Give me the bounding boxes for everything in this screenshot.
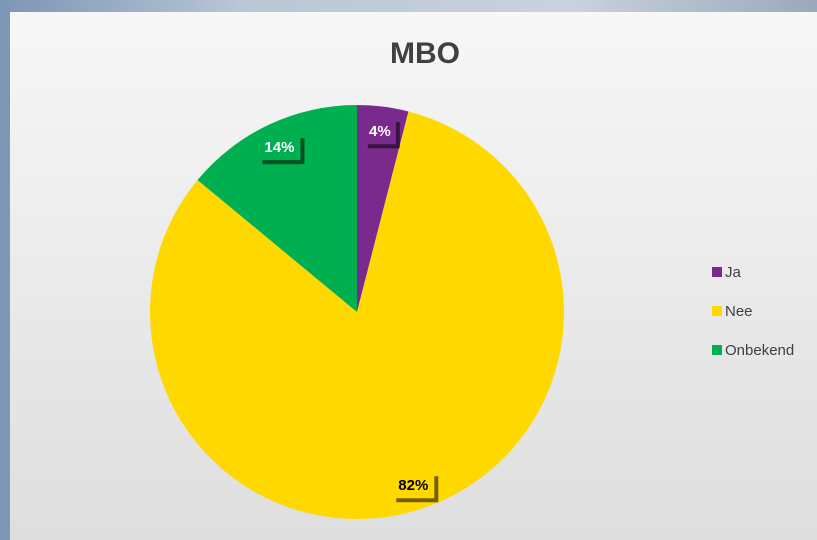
pie-slice	[149, 111, 564, 519]
pie-slice	[197, 105, 357, 312]
legend-swatch	[712, 306, 722, 316]
legend-swatch	[712, 345, 722, 355]
data-label: 14%	[264, 139, 294, 156]
chart-title: MBO	[390, 37, 460, 70]
legend-label: Nee	[725, 303, 753, 320]
data-label: 4%	[369, 123, 391, 140]
data-label-box	[363, 118, 396, 145]
data-label-box	[392, 472, 435, 499]
legend-label: Ja	[725, 264, 742, 281]
data-label: 82%	[398, 477, 428, 494]
legend-swatch	[712, 267, 722, 277]
pie-slice	[357, 105, 409, 312]
data-label-box	[258, 134, 301, 161]
legend-label: Onbekend	[725, 342, 794, 359]
